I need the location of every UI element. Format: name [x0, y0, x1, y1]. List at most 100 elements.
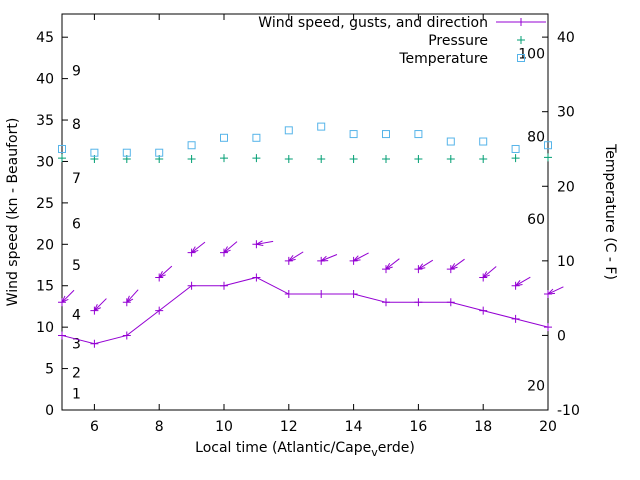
- x-tick-label: 12: [280, 419, 298, 435]
- pressure-marker: [349, 154, 358, 163]
- x-tick-label: 14: [345, 419, 363, 435]
- gust-arrowhead: [320, 255, 327, 262]
- temperature-marker: [155, 148, 164, 157]
- gust-arrowhead: [385, 266, 393, 270]
- fahrenheit-label: 20: [527, 378, 545, 394]
- wind-speed-marker: [446, 298, 455, 307]
- beaufort-label: 4: [72, 308, 81, 324]
- gust-arrowhead: [223, 246, 228, 253]
- pressure-marker: [252, 154, 261, 163]
- wind-speed-marker: [58, 331, 66, 340]
- y-right-tick-label: 0: [557, 328, 566, 344]
- y-left-axis-title: Wind speed (kn - Beaufort): [5, 118, 21, 307]
- temperature-marker: [317, 122, 326, 131]
- gust-direction-vector: [515, 276, 531, 287]
- pressure-marker: [414, 154, 423, 163]
- pressure-marker: [58, 154, 66, 163]
- wind-speed-marker: [317, 290, 326, 299]
- fahrenheit-label: 80: [527, 129, 545, 145]
- y-left-tick-label: 0: [45, 403, 54, 419]
- y-right-tick-label: -10: [557, 403, 580, 419]
- gust-direction-vector: [385, 258, 400, 270]
- gust-direction-vector: [450, 258, 465, 270]
- x-tick-label: 6: [90, 419, 99, 435]
- y-right-tick-label: 10: [557, 254, 575, 270]
- y-right-tick-label: 40: [557, 30, 575, 46]
- y-left-tick-label: 15: [36, 279, 54, 295]
- gust-arrowhead: [126, 295, 130, 303]
- gust-arrowhead: [256, 243, 264, 247]
- y-right-tick-label: 20: [557, 179, 575, 195]
- gust-marker: [479, 273, 488, 282]
- gust-arrowhead: [515, 280, 521, 287]
- gust-arrowhead: [288, 258, 296, 262]
- gust-direction-vector: [321, 254, 338, 262]
- gust-arrowhead: [94, 307, 101, 312]
- beaufort-label: 1: [72, 386, 81, 402]
- y-left-tick-label: 45: [36, 30, 54, 46]
- wind-speed-marker: [155, 306, 164, 315]
- gust-arrowhead: [223, 249, 231, 254]
- gust-direction-vector: [547, 286, 564, 295]
- legend-label: Pressure: [428, 33, 488, 49]
- wind-speed-marker: [252, 273, 261, 282]
- temperature-marker: [479, 137, 488, 146]
- y-left-tick-label: 35: [36, 113, 54, 129]
- legend-square-sample: [517, 54, 525, 62]
- gust-arrowhead: [191, 246, 196, 253]
- beaufort-label: 7: [72, 171, 81, 187]
- gust-direction-vector: [256, 240, 274, 245]
- gust-arrowhead: [547, 292, 556, 295]
- gust-arrowhead: [93, 304, 98, 311]
- gust-arrowhead: [191, 249, 199, 254]
- gust-marker: [155, 273, 164, 282]
- wind-speed-marker: [220, 281, 228, 290]
- gust-arrowhead: [450, 266, 458, 270]
- gust-arrowhead: [61, 295, 66, 303]
- pressure-marker: [511, 154, 520, 163]
- wind-speed-marker: [122, 331, 131, 340]
- gust-arrowhead: [288, 255, 294, 262]
- gust-direction-vector: [482, 266, 497, 278]
- wind-speed-marker: [382, 298, 390, 307]
- pressure-marker: [544, 153, 552, 162]
- gust-direction-vector: [223, 241, 238, 253]
- gust-arrowhead: [515, 284, 523, 287]
- beaufort-label: 3: [72, 337, 81, 353]
- plot-border: [61, 13, 549, 411]
- temperature-marker: [58, 144, 66, 153]
- y-left-tick-label: 25: [36, 196, 54, 212]
- x-tick-label: 16: [409, 419, 427, 435]
- pressure-marker: [382, 154, 390, 163]
- x-tick-label: 18: [474, 419, 492, 435]
- temperature-marker: [284, 126, 293, 135]
- gust-arrowhead: [483, 274, 490, 278]
- x-tick-label: 10: [215, 419, 233, 435]
- wind-speed-marker: [414, 298, 423, 307]
- legend-plus-sample: [517, 18, 525, 26]
- gust-arrowhead: [385, 262, 391, 270]
- wind-speed-marker: [187, 281, 196, 290]
- beaufort-label: 2: [72, 366, 81, 382]
- y-left-tick-label: 20: [36, 237, 54, 253]
- gust-arrowhead: [256, 240, 263, 245]
- temperature-marker: [252, 133, 261, 142]
- gust-direction-vector: [94, 298, 107, 311]
- x-tick-label: 8: [155, 419, 164, 435]
- wind-speed-marker: [284, 290, 293, 299]
- gust-arrowhead: [353, 255, 359, 262]
- pressure-marker: [220, 154, 228, 163]
- gust-arrowhead: [353, 259, 361, 262]
- gust-arrowhead: [547, 288, 554, 295]
- gust-arrowhead: [126, 298, 134, 303]
- wind-speed-marker: [479, 306, 488, 315]
- y-left-tick-label: 30: [36, 154, 54, 170]
- y-left-tick-label: 5: [45, 362, 54, 378]
- gust-direction-vector: [126, 289, 139, 303]
- wind-speed-marker: [90, 339, 99, 348]
- gust-direction-vector: [353, 252, 369, 262]
- gust-direction-vector: [191, 241, 206, 253]
- wind-speed-marker: [511, 314, 520, 323]
